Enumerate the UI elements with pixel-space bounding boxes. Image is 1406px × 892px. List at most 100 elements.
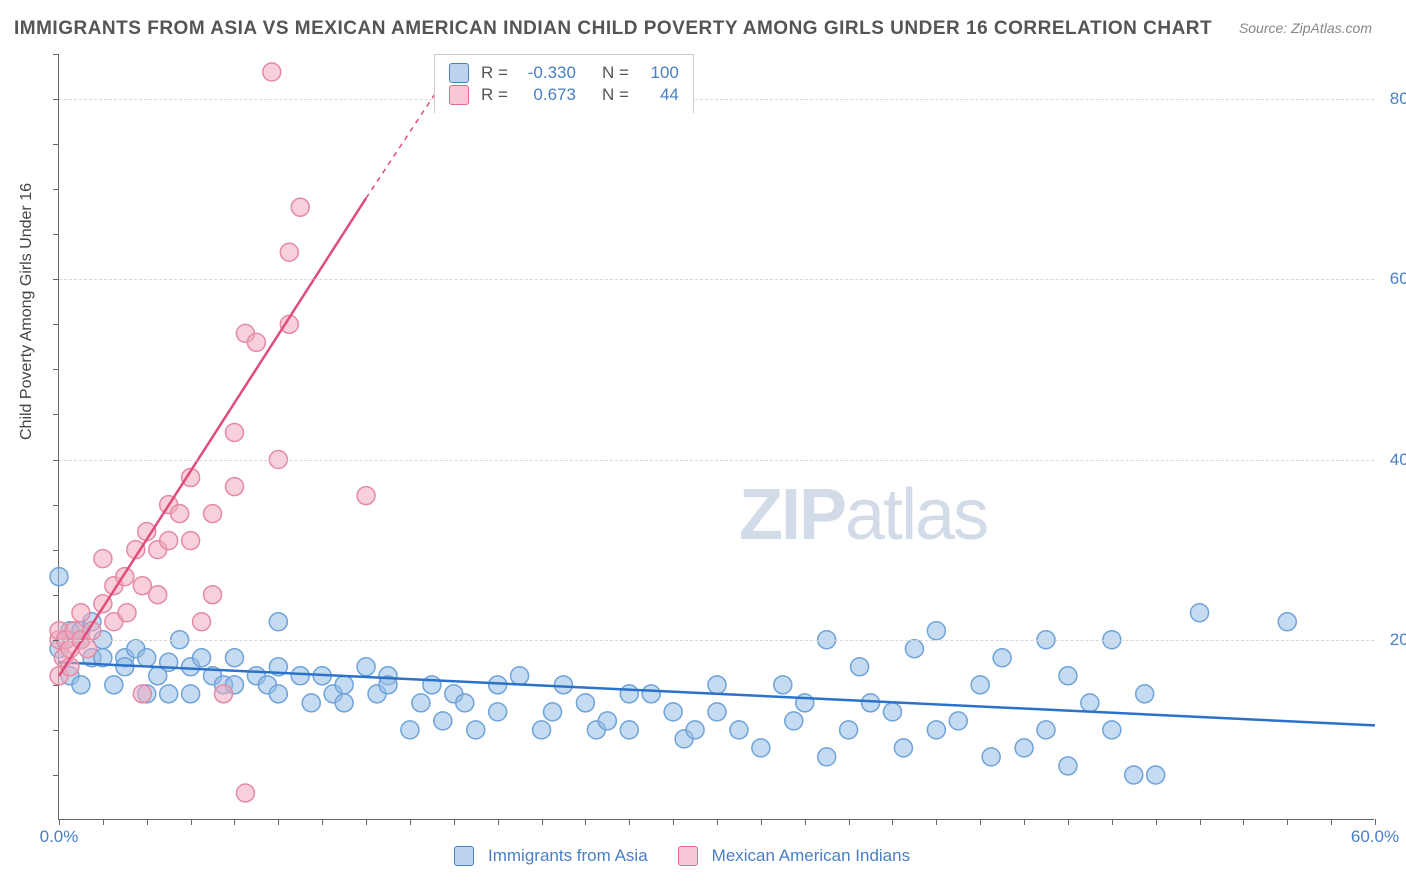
data-point — [576, 694, 594, 712]
gridline — [59, 640, 1374, 641]
x-tick-mark — [1243, 819, 1244, 825]
data-point — [215, 685, 233, 703]
y-tick-mark — [53, 234, 59, 235]
legend-item: Immigrants from Asia — [454, 846, 648, 866]
data-point — [971, 676, 989, 694]
y-tick-mark — [53, 369, 59, 370]
data-point — [708, 703, 726, 721]
y-tick-mark — [53, 685, 59, 686]
x-tick-mark — [849, 819, 850, 825]
data-point — [247, 333, 265, 351]
y-tick-mark — [53, 189, 59, 190]
data-point — [118, 604, 136, 622]
data-point — [302, 694, 320, 712]
n-label: N = — [602, 63, 629, 83]
x-tick-label: 0.0% — [40, 827, 79, 847]
y-tick-label: 40.0% — [1390, 450, 1406, 470]
x-tick-mark — [1375, 819, 1376, 825]
y-tick-mark — [53, 730, 59, 731]
series-legend: Immigrants from Asia Mexican American Ind… — [454, 846, 910, 866]
data-point — [927, 622, 945, 640]
data-point — [686, 721, 704, 739]
data-point — [708, 676, 726, 694]
x-tick-mark — [542, 819, 543, 825]
y-tick-mark — [53, 54, 59, 55]
data-point — [511, 667, 529, 685]
x-tick-mark — [980, 819, 981, 825]
x-tick-mark — [1287, 819, 1288, 825]
data-point — [1136, 685, 1154, 703]
data-point — [182, 685, 200, 703]
data-point — [171, 505, 189, 523]
chart-plot-area: ZIPatlas 20.0%40.0%60.0%80.0%0.0%60.0% — [58, 54, 1374, 820]
data-point — [182, 532, 200, 550]
data-point — [1103, 721, 1121, 739]
data-point — [72, 604, 90, 622]
data-point — [133, 685, 151, 703]
data-point — [774, 676, 792, 694]
y-tick-mark — [53, 324, 59, 325]
legend-label: Mexican American Indians — [712, 846, 910, 866]
data-point — [280, 243, 298, 261]
data-point — [149, 586, 167, 604]
x-tick-mark — [234, 819, 235, 825]
data-point — [533, 721, 551, 739]
legend-swatch — [454, 846, 474, 866]
y-tick-mark — [53, 279, 59, 280]
data-point — [554, 676, 572, 694]
x-tick-mark — [805, 819, 806, 825]
legend-item: Mexican American Indians — [678, 846, 910, 866]
data-point — [160, 685, 178, 703]
data-point — [225, 649, 243, 667]
x-tick-mark — [191, 819, 192, 825]
y-tick-label: 60.0% — [1390, 269, 1406, 289]
x-tick-mark — [717, 819, 718, 825]
data-point — [905, 640, 923, 658]
x-tick-mark — [1112, 819, 1113, 825]
data-point — [927, 721, 945, 739]
data-point — [50, 568, 68, 586]
x-tick-mark — [410, 819, 411, 825]
data-point — [105, 676, 123, 694]
data-point — [412, 694, 430, 712]
y-tick-mark — [53, 775, 59, 776]
data-point — [193, 613, 211, 631]
data-point — [1059, 667, 1077, 685]
y-tick-mark — [53, 595, 59, 596]
series-swatch — [449, 63, 469, 83]
data-point — [1015, 739, 1033, 757]
data-point — [982, 748, 1000, 766]
y-tick-mark — [53, 640, 59, 641]
x-tick-mark — [147, 819, 148, 825]
stats-row: R =-0.330N =100 — [449, 63, 679, 83]
data-point — [225, 423, 243, 441]
data-point — [642, 685, 660, 703]
r-value: 0.673 — [514, 85, 576, 105]
y-tick-mark — [53, 99, 59, 100]
x-tick-mark — [498, 819, 499, 825]
data-point — [269, 613, 287, 631]
data-point — [263, 63, 281, 81]
data-point — [160, 532, 178, 550]
stats-legend-box: R =-0.330N =100R =0.673N =44 — [434, 54, 694, 113]
data-point — [1191, 604, 1209, 622]
data-point — [1081, 694, 1099, 712]
data-point — [434, 712, 452, 730]
data-point — [620, 685, 638, 703]
r-label: R = — [481, 63, 508, 83]
x-tick-mark — [892, 819, 893, 825]
data-point — [598, 712, 616, 730]
legend-label: Immigrants from Asia — [488, 846, 648, 866]
x-tick-mark — [1200, 819, 1201, 825]
data-point — [94, 550, 112, 568]
r-value: -0.330 — [514, 63, 576, 83]
data-point — [269, 685, 287, 703]
data-point — [456, 694, 474, 712]
data-point — [1125, 766, 1143, 784]
x-tick-mark — [454, 819, 455, 825]
data-point — [335, 694, 353, 712]
data-point — [335, 676, 353, 694]
y-tick-label: 20.0% — [1390, 630, 1406, 650]
data-point — [489, 703, 507, 721]
data-point — [1147, 766, 1165, 784]
